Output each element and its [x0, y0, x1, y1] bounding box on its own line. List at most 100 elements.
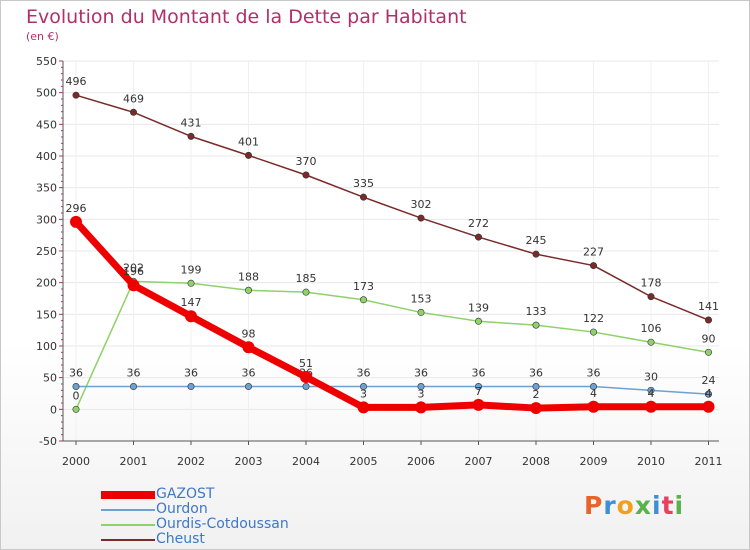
- data-point-ourdon: [130, 383, 138, 391]
- x-tick-label: 2010: [637, 455, 665, 468]
- data-label-ourdis-cotdoussan: 188: [238, 270, 259, 283]
- data-point-cheust: [245, 151, 253, 159]
- series-line-ourdis-cotdoussan: [75, 280, 710, 411]
- data-point-cheust: [532, 250, 540, 258]
- data-label-ourdis-cotdoussan: 90: [702, 332, 716, 345]
- data-point-ourdis-cotdoussan: [302, 288, 310, 296]
- x-tick-label: 2011: [695, 455, 723, 468]
- y-tick-label: 200: [36, 277, 57, 290]
- data-point-ourdon: [704, 390, 712, 398]
- legend-label: GAZOST: [156, 486, 215, 502]
- data-point-ourdis-cotdoussan: [359, 296, 367, 304]
- data-point-gazost: [300, 371, 312, 384]
- x-tick-label: 2002: [177, 455, 205, 468]
- data-label-ourdis-cotdoussan: 153: [411, 292, 432, 305]
- legend-swatch: [101, 509, 155, 511]
- x-tick-label: 2008: [522, 455, 550, 468]
- data-label-ourdon: 36: [587, 367, 601, 380]
- logo-letter: r: [603, 491, 617, 520]
- data-label-gazost: 4: [590, 387, 597, 400]
- data-label-cheust: 370: [296, 155, 317, 168]
- data-label-ourdis-cotdoussan: 0: [73, 389, 80, 402]
- y-tick-label: 300: [36, 213, 57, 226]
- data-point-gazost: [127, 279, 140, 292]
- y-tick-label: 100: [36, 340, 57, 353]
- data-point-gazost: [415, 401, 427, 414]
- data-point-cheust: [474, 233, 482, 241]
- data-point-ourdis-cotdoussan: [589, 328, 597, 336]
- data-point-ourdon: [302, 383, 310, 391]
- proxiti-logo: Proxiti: [584, 491, 684, 520]
- data-point-ourdis-cotdoussan: [704, 348, 712, 356]
- y-tick-label: 400: [36, 150, 57, 163]
- data-point-ourdis-cotdoussan: [474, 317, 482, 325]
- x-tick-label: 2003: [235, 455, 263, 468]
- legend-swatch: [101, 524, 155, 526]
- data-label-gazost: 2: [533, 388, 540, 401]
- data-label-gazost: 98: [242, 327, 256, 340]
- series-line-ourdon: [75, 385, 710, 395]
- data-label-ourdon: 36: [529, 367, 543, 380]
- data-label-cheust: 431: [181, 116, 202, 129]
- data-label-gazost: 196: [123, 265, 144, 278]
- data-label-ourdon: 36: [414, 367, 428, 380]
- legend-label: Cheust: [156, 531, 205, 547]
- data-label-ourdon: 36: [184, 367, 198, 380]
- series-line-gazost: [72, 218, 712, 412]
- data-label-cheust: 141: [698, 300, 719, 313]
- y-tick-label: 500: [36, 87, 57, 100]
- data-label-gazost: 4: [705, 387, 712, 400]
- data-point-gazost: [702, 400, 715, 413]
- data-label-gazost: 147: [181, 296, 202, 309]
- data-point-ourdon: [589, 383, 597, 391]
- logo-letter: o: [616, 491, 635, 520]
- data-label-cheust: 272: [468, 217, 489, 230]
- data-label-cheust: 302: [411, 198, 432, 211]
- data-point-ourdis-cotdoussan: [417, 308, 425, 316]
- data-point-cheust: [589, 262, 597, 270]
- data-label-cheust: 469: [123, 92, 144, 105]
- data-point-gazost: [357, 401, 370, 414]
- y-tick-label: 150: [36, 308, 57, 321]
- logo-letter: i: [674, 491, 685, 520]
- data-label-cheust: 335: [353, 177, 374, 190]
- chart-title: Evolution du Montant de la Dette par Hab…: [26, 6, 467, 28]
- data-point-cheust: [187, 132, 195, 140]
- y-tick-label: -50: [39, 435, 57, 448]
- logo-letter: x: [634, 491, 652, 520]
- data-label-ourdon: 36: [242, 367, 256, 380]
- y-tick-label: 250: [36, 245, 57, 258]
- logo-letter: P: [584, 491, 604, 520]
- legend-swatch: [101, 491, 155, 499]
- x-tick-label: 2004: [292, 455, 320, 468]
- data-label-cheust: 178: [641, 277, 662, 290]
- data-point-cheust: [647, 293, 655, 301]
- data-label-cheust: 401: [238, 135, 259, 148]
- data-point-ourdon: [647, 386, 655, 394]
- x-tick-label: 2000: [62, 455, 90, 468]
- data-point-gazost: [242, 341, 255, 354]
- data-label-gazost: 51: [299, 357, 313, 370]
- data-point-cheust: [359, 193, 367, 201]
- data-point-ourdis-cotdoussan: [187, 279, 195, 287]
- data-label-cheust: 227: [583, 246, 604, 259]
- legend-label: Ourdis-Cotdoussan: [156, 516, 289, 532]
- x-tick-label: 2009: [580, 455, 608, 468]
- data-point-ourdon: [474, 383, 482, 391]
- data-label-ourdon: 36: [472, 367, 486, 380]
- data-point-ourdon: [532, 383, 540, 391]
- x-tick-label: 2007: [465, 455, 493, 468]
- data-point-ourdon: [245, 383, 253, 391]
- data-label-gazost: 3: [418, 387, 425, 400]
- y-tick-label: 550: [36, 55, 57, 68]
- data-point-ourdis-cotdoussan: [532, 321, 540, 329]
- x-tick-label: 2006: [407, 455, 435, 468]
- data-point-ourdon: [72, 383, 80, 391]
- y-tick-label: 450: [36, 118, 57, 131]
- data-point-ourdon: [359, 383, 367, 391]
- data-point-ourdis-cotdoussan: [647, 338, 655, 346]
- data-label-ourdis-cotdoussan: 122: [583, 312, 604, 325]
- series-line-cheust: [75, 94, 710, 321]
- data-label-gazost: 7: [475, 385, 482, 398]
